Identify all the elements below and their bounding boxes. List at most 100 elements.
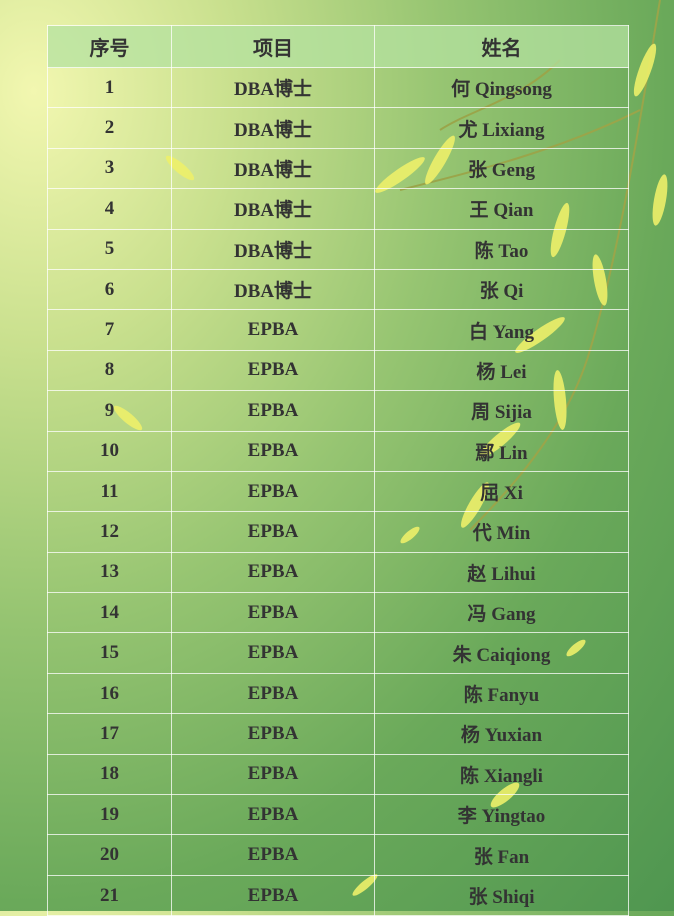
surname: 朱 <box>452 643 472 666</box>
cell-number: 18 <box>47 753 172 796</box>
surname: 王 <box>469 199 489 222</box>
cell-program: DBA博士 <box>171 188 375 230</box>
cell-name: 杨 Yuxian <box>374 713 629 755</box>
given-name: Fanyu <box>487 685 540 707</box>
table-row: 21 EPBA 张 Shiqi <box>47 874 629 916</box>
table-row: 19 EPBA 李 Yingtao <box>47 794 629 836</box>
surname: 陈 <box>463 684 483 707</box>
cell-name: 陈 Xiangli <box>374 753 629 796</box>
given-name: Yang <box>492 321 534 343</box>
cell-number: 4 <box>47 188 172 230</box>
program-text: EPBA <box>247 722 299 744</box>
table-row: 8 EPBA 杨 Lei <box>47 349 629 392</box>
cell-name: 尤 Lixiang <box>374 107 629 149</box>
roster-table: 序号 项目 姓名 1 DBA博士何 Qingsong 2 DBA博士尤 Lixiang… <box>47 25 629 916</box>
cell-program: EPBA <box>171 349 375 392</box>
given-name: Qi <box>503 281 524 303</box>
cell-number: 14 <box>47 592 172 634</box>
given-name: Lin <box>499 442 528 464</box>
given-name: Xiangli <box>483 765 543 787</box>
program-text: EPBA <box>247 440 299 462</box>
cell-number: 10 <box>47 430 172 472</box>
program-text: EPBA <box>247 884 299 906</box>
cell-program: DBA博士 <box>171 268 375 311</box>
surname: 何 <box>451 78 471 101</box>
cell-name: 屈 Xi <box>374 470 629 513</box>
given-name: Gang <box>491 604 536 626</box>
cell-program: EPBA <box>171 511 375 553</box>
table-row: 3 DBA博士 张 Geng <box>47 147 629 190</box>
cell-number: 11 <box>47 470 172 513</box>
given-name: Tao <box>498 240 529 262</box>
table-row: 5 DBA博士 陈 Tao <box>47 228 629 270</box>
cell-program: EPBA <box>171 874 375 916</box>
surname: 张 <box>479 280 499 303</box>
cell-program: EPBA <box>171 632 375 674</box>
cell-number: 9 <box>47 390 172 432</box>
cell-name: 朱 Caiqiong <box>374 632 629 674</box>
surname: 杨 <box>460 724 480 747</box>
cell-program: DBA博士 <box>171 147 375 190</box>
cell-program: EPBA <box>171 794 375 836</box>
table-row: 11 EPBA 屈 Xi <box>47 470 629 513</box>
cell-name: 张 Qi <box>374 268 629 311</box>
table-row: 16 EPBA 陈 Fanyu <box>47 672 629 715</box>
given-name: Sijia <box>494 402 532 424</box>
cell-name: 冯 Gang <box>374 592 629 634</box>
table-row: 9 EPBA 周 Sijia <box>47 390 629 432</box>
surname: 张 <box>467 158 487 181</box>
cell-program: EPBA <box>171 753 375 796</box>
given-name: Shiqi <box>492 887 535 908</box>
table-row: 6 DBA博士 张 Qi <box>47 268 629 311</box>
table-row: 13 EPBA 赵 Lihui <box>47 551 629 594</box>
given-name: Fan <box>497 846 530 868</box>
program-text: EPBA <box>247 642 299 664</box>
given-name: Qingsong <box>474 79 552 101</box>
table-header-row: 序号 项目 姓名 <box>47 25 629 68</box>
header-number: 序号 <box>47 25 172 68</box>
cell-program: DBA博士 <box>171 107 375 149</box>
program-text: EPBA <box>247 520 299 542</box>
surname: 尤 <box>458 118 478 141</box>
surname: 杨 <box>476 360 496 383</box>
given-name: Xi <box>503 483 523 505</box>
program-text: EPBA <box>247 803 299 825</box>
cell-number: 21 <box>47 874 172 916</box>
table-row: 7 EPBA 白 Yang <box>47 309 629 351</box>
cell-number: 6 <box>47 268 172 311</box>
program-text: DBA博士 <box>233 119 313 141</box>
table-row: 14 EPBA 冯 Gang <box>47 592 629 634</box>
cell-number: 1 <box>47 66 172 109</box>
given-name: Yingtao <box>481 806 546 828</box>
cell-name: 李 Yingtao <box>374 794 629 836</box>
cell-name: 周 Sijia <box>374 390 629 432</box>
program-text: DBA博士 <box>233 281 313 303</box>
surname: 代 <box>472 522 492 545</box>
cell-program: EPBA <box>171 592 375 634</box>
program-text: EPBA <box>247 763 299 785</box>
given-name: Lihui <box>491 563 536 585</box>
cell-name: 张 Fan <box>374 834 629 876</box>
cell-program: EPBA <box>171 834 375 876</box>
table-row: 10 EPBA 鄢 Lin <box>47 430 629 472</box>
cell-program: EPBA <box>171 713 375 755</box>
header-program: 项目 <box>171 25 375 68</box>
table-row: 17 EPBA 杨 Yuxian <box>47 713 629 755</box>
program-text: EPBA <box>247 319 299 341</box>
cell-program: EPBA <box>171 430 375 472</box>
cell-program: EPBA <box>171 309 375 351</box>
program-text: DBA博士 <box>233 240 313 262</box>
program-text: DBA博士 <box>233 200 313 222</box>
program-text: EPBA <box>247 359 299 381</box>
cell-program: EPBA <box>171 672 375 715</box>
cell-number: 7 <box>47 309 172 351</box>
table-row: 4 DBA博士 王 Qian <box>47 188 629 230</box>
cell-program: EPBA <box>171 470 375 513</box>
surname: 陈 <box>460 764 480 787</box>
header-name: 姓名 <box>374 25 629 68</box>
table-row: 20 EPBA 张 Fan <box>47 834 629 876</box>
program-text: DBA博士 <box>233 159 313 181</box>
cell-number: 5 <box>47 228 172 270</box>
table-row: 1 DBA博士 何 Qingsong <box>47 66 629 109</box>
surname: 鄢 <box>475 441 495 464</box>
